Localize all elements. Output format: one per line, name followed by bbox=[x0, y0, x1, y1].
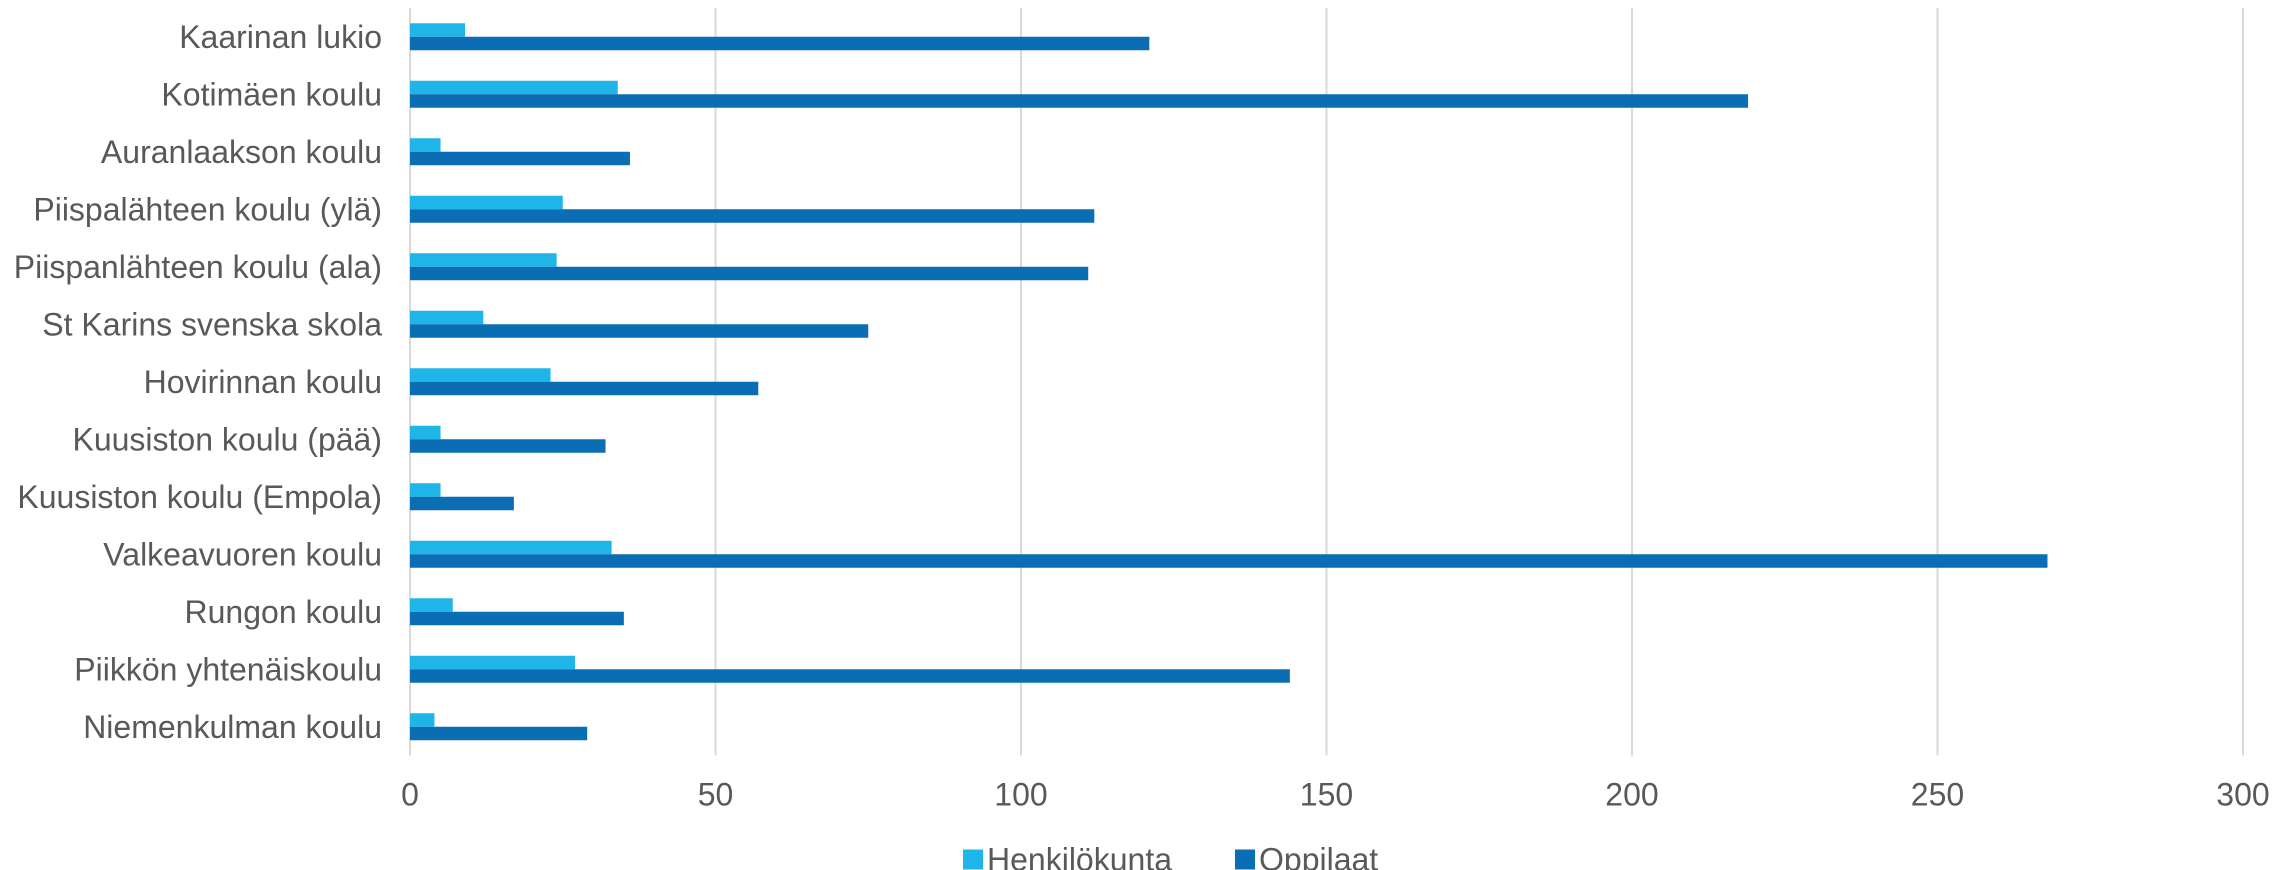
legend-swatch bbox=[1235, 849, 1255, 870]
bar-henkilökunta bbox=[410, 713, 435, 727]
bar-oppilaat bbox=[410, 324, 869, 338]
bar-henkilökunta bbox=[410, 195, 563, 210]
bar-oppilaat bbox=[410, 36, 1150, 51]
bar-henkilökunta bbox=[410, 23, 465, 37]
bar-henkilökunta bbox=[410, 655, 575, 670]
x-tick-label: 100 bbox=[994, 777, 1047, 813]
bars bbox=[410, 23, 2048, 741]
legend-label: Oppilaat bbox=[1259, 842, 1378, 870]
category-label: Kuusiston koulu (Empola) bbox=[17, 479, 382, 515]
category-label: Valkeavuoren koulu bbox=[103, 536, 382, 572]
bar-henkilökunta bbox=[410, 425, 441, 440]
bar-henkilökunta bbox=[410, 310, 484, 325]
gridlines bbox=[409, 8, 2244, 756]
bar-henkilökunta bbox=[410, 540, 612, 555]
bar-henkilökunta bbox=[410, 368, 551, 382]
category-label: St Karins svenska skola bbox=[42, 306, 382, 342]
category-label: Niemenkulman koulu bbox=[83, 709, 382, 745]
legend-label: Henkilökunta bbox=[987, 842, 1172, 870]
x-tick-label: 300 bbox=[2216, 777, 2269, 813]
category-labels: Kaarinan lukio Kotimäen koulu Auranlaakson… bbox=[14, 19, 382, 745]
bar-oppilaat bbox=[410, 209, 1095, 223]
bar-oppilaat bbox=[410, 554, 2048, 568]
bar-oppilaat bbox=[410, 151, 630, 166]
legend-swatch bbox=[963, 849, 983, 870]
category-label: Kotimäen koulu bbox=[161, 76, 382, 112]
bar-henkilökunta bbox=[410, 483, 441, 497]
category-label: Kaarinan lukio bbox=[179, 19, 382, 55]
x-tick-label: 50 bbox=[698, 777, 734, 813]
x-tick-label: 250 bbox=[1911, 777, 1964, 813]
category-label: Hovirinnan koulu bbox=[144, 364, 382, 400]
category-label: Kuusiston koulu (pää) bbox=[72, 421, 382, 457]
bar-oppilaat bbox=[410, 266, 1089, 281]
category-label: Piispanlähteen koulu (ala) bbox=[14, 249, 382, 285]
bar-oppilaat bbox=[410, 381, 759, 396]
bar-oppilaat bbox=[410, 669, 1290, 683]
bar-henkilökunta bbox=[410, 138, 441, 152]
category-label: Rungon koulu bbox=[185, 594, 382, 630]
legend: Henkilökunta Oppilaat bbox=[963, 842, 1378, 870]
bar-oppilaat bbox=[410, 94, 1749, 108]
bar-oppilaat bbox=[410, 439, 606, 453]
category-label: Piikkön yhtenäiskoulu bbox=[74, 651, 382, 687]
x-tick-label: 200 bbox=[1605, 777, 1658, 813]
bar-oppilaat bbox=[410, 726, 588, 741]
bar-henkilökunta bbox=[410, 253, 557, 267]
bar-henkilökunta bbox=[410, 598, 453, 612]
bar-henkilökunta bbox=[410, 80, 618, 95]
bar-oppilaat bbox=[410, 611, 624, 626]
x-axis-tick-labels: 0 50 100 150 200 250 300 bbox=[401, 777, 2270, 813]
category-label: Piispalähteen koulu (ylä) bbox=[33, 191, 382, 227]
category-label: Auranlaakson koulu bbox=[101, 134, 382, 170]
x-tick-label: 0 bbox=[401, 777, 419, 813]
x-tick-label: 150 bbox=[1300, 777, 1353, 813]
bar-oppilaat bbox=[410, 496, 514, 511]
